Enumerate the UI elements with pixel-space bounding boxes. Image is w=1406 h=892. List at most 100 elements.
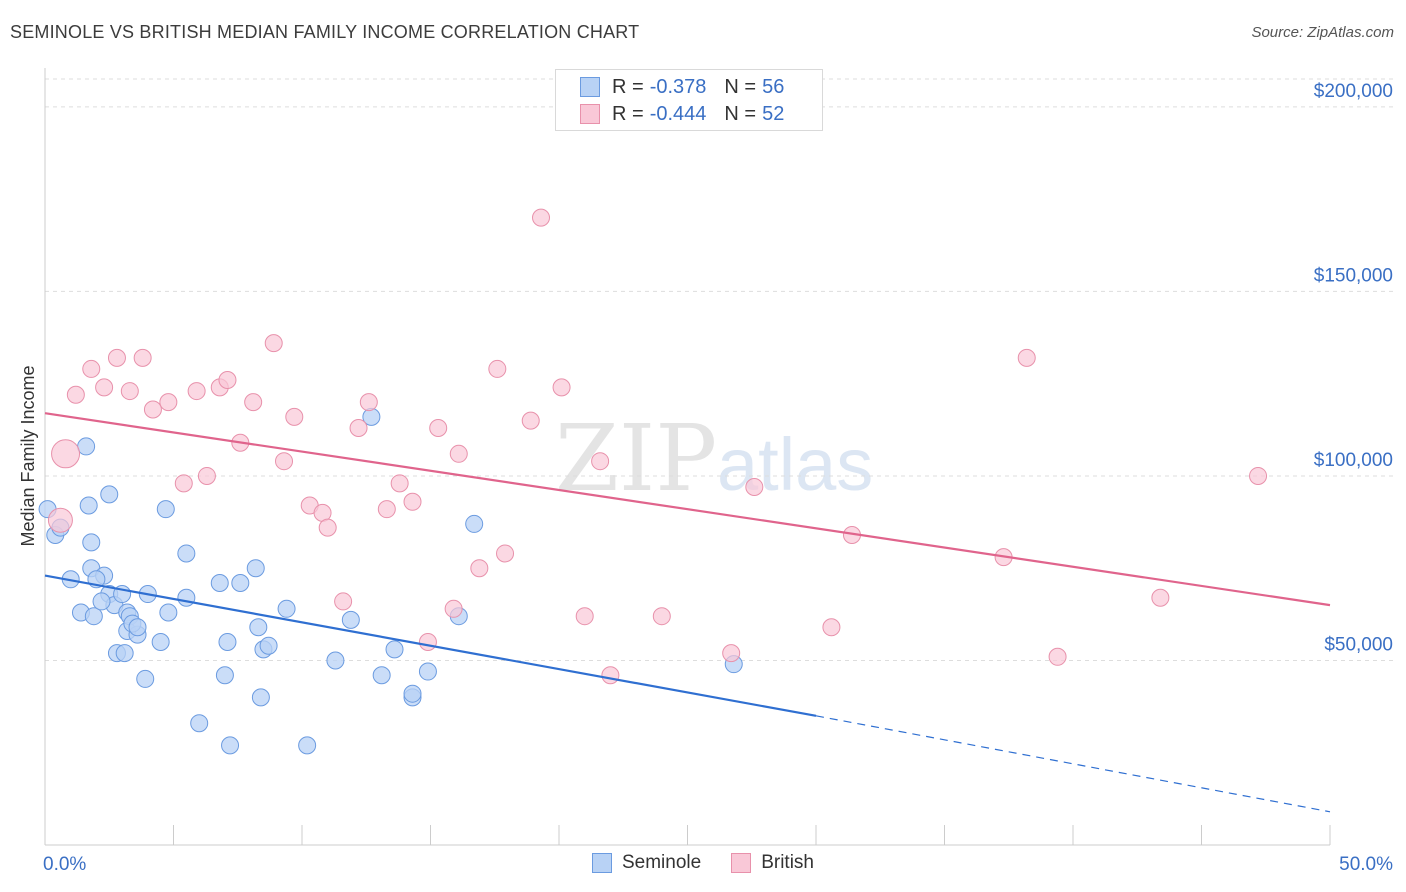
x-tick-label: 0.0% xyxy=(43,854,86,875)
seminole-point xyxy=(249,618,268,637)
british-point xyxy=(143,400,162,419)
y-tick-label: $100,000 xyxy=(1314,450,1393,471)
british-point xyxy=(275,452,294,471)
x-tick-label: 50.0% xyxy=(1339,854,1393,875)
correlation-legend: R = -0.378 N = 56 R = -0.444 N = 52 xyxy=(555,69,823,131)
seminole-point xyxy=(82,533,101,552)
british-point xyxy=(159,393,178,412)
seminole-point xyxy=(210,573,229,592)
seminole-point xyxy=(221,736,240,755)
seminole-trend-extension xyxy=(815,715,1331,813)
british-point xyxy=(390,474,409,493)
british-point xyxy=(722,644,741,663)
legend-n-label: N = xyxy=(724,75,757,98)
british-points xyxy=(47,208,1268,685)
legend-label-seminole: Seminole xyxy=(621,852,702,873)
y-tick-label: $200,000 xyxy=(1314,81,1393,102)
seminole-point xyxy=(341,610,360,629)
british-point xyxy=(197,466,216,485)
british-point xyxy=(107,348,126,367)
seminole-point xyxy=(372,666,391,685)
british-point xyxy=(496,544,515,563)
seminole-point xyxy=(92,592,111,611)
british-point xyxy=(418,633,437,652)
seminole-point xyxy=(246,559,265,578)
british-point xyxy=(745,478,764,497)
british-point xyxy=(488,359,507,378)
trend-lines xyxy=(44,412,1331,813)
british-point xyxy=(822,618,841,637)
seminole-point xyxy=(84,607,103,626)
british-point xyxy=(601,666,620,685)
watermark-atlas: atlas xyxy=(717,423,873,506)
british-point xyxy=(187,382,206,401)
british-point xyxy=(1017,348,1036,367)
british-point xyxy=(552,378,571,397)
british-point xyxy=(133,348,152,367)
series-legend: Seminole British xyxy=(0,852,1406,874)
british-point xyxy=(1151,588,1170,607)
british-point xyxy=(47,507,73,533)
seminole-point xyxy=(215,666,234,685)
british-point xyxy=(377,500,396,519)
legend-r-value: -0.378 xyxy=(649,75,707,98)
gridlines xyxy=(45,78,1393,661)
seminole-point xyxy=(177,588,196,607)
seminole-point xyxy=(177,544,196,563)
legend-row-british: R = -0.444 N = 52 xyxy=(580,101,784,127)
seminole-point xyxy=(159,603,178,622)
legend-label-british: British xyxy=(761,852,814,873)
seminole-point xyxy=(251,688,270,707)
british-legend-swatch xyxy=(731,853,752,873)
british-point xyxy=(532,208,551,227)
british-point xyxy=(318,518,337,537)
seminole-point xyxy=(403,684,422,703)
british-point xyxy=(1249,466,1268,485)
legend-n-value: 56 xyxy=(762,75,785,98)
seminole-point xyxy=(385,640,404,659)
y-tick-labels: $50,000 $100,000 $150,000 $200,000 xyxy=(1314,81,1393,656)
x-tick-labels: 0.0% 50.0% xyxy=(43,854,1393,875)
british-point xyxy=(95,378,114,397)
british-point xyxy=(218,371,237,389)
seminole-point xyxy=(77,437,96,456)
watermark-zip: ZIP xyxy=(555,405,717,512)
chart-title: SEMINOLE VS BRITISH MEDIAN FAMILY INCOME… xyxy=(10,22,640,42)
seminole-point xyxy=(326,651,345,670)
seminole-point xyxy=(115,644,134,663)
british-point xyxy=(575,607,594,626)
legend-item-seminole: Seminole xyxy=(591,852,702,874)
seminole-trend-line xyxy=(44,574,817,717)
british-point xyxy=(174,474,193,493)
british-point xyxy=(66,385,85,404)
seminole-point xyxy=(156,500,175,519)
seminole-point xyxy=(128,618,147,637)
british-point xyxy=(470,559,489,578)
seminole-point xyxy=(136,669,155,688)
british-point xyxy=(1048,647,1067,666)
seminole-point xyxy=(151,633,170,652)
british-point xyxy=(521,411,540,430)
british-point xyxy=(429,418,448,437)
legend-item-british: British xyxy=(731,852,814,874)
british-point xyxy=(591,452,610,471)
y-tick-label: $150,000 xyxy=(1314,265,1393,286)
y-axis-label: Median Family Income xyxy=(18,365,38,546)
seminole-point xyxy=(190,714,209,733)
seminole-point xyxy=(259,636,278,655)
seminole-point xyxy=(231,573,250,592)
british-point xyxy=(334,592,353,611)
legend-row-seminole: R = -0.378 N = 56 xyxy=(580,74,784,100)
legend-n-value: 52 xyxy=(762,102,785,125)
british-point xyxy=(244,393,263,412)
british-point xyxy=(359,393,378,412)
seminole-point xyxy=(79,496,98,515)
legend-n-label: N = xyxy=(724,102,757,125)
seminole-point xyxy=(298,736,317,755)
british-point xyxy=(82,359,101,378)
axes xyxy=(44,68,1331,846)
british-swatch xyxy=(580,104,600,124)
legend-r-label: R = xyxy=(612,75,644,98)
seminole-point xyxy=(100,485,119,504)
y-tick-label: $50,000 xyxy=(1324,634,1393,655)
